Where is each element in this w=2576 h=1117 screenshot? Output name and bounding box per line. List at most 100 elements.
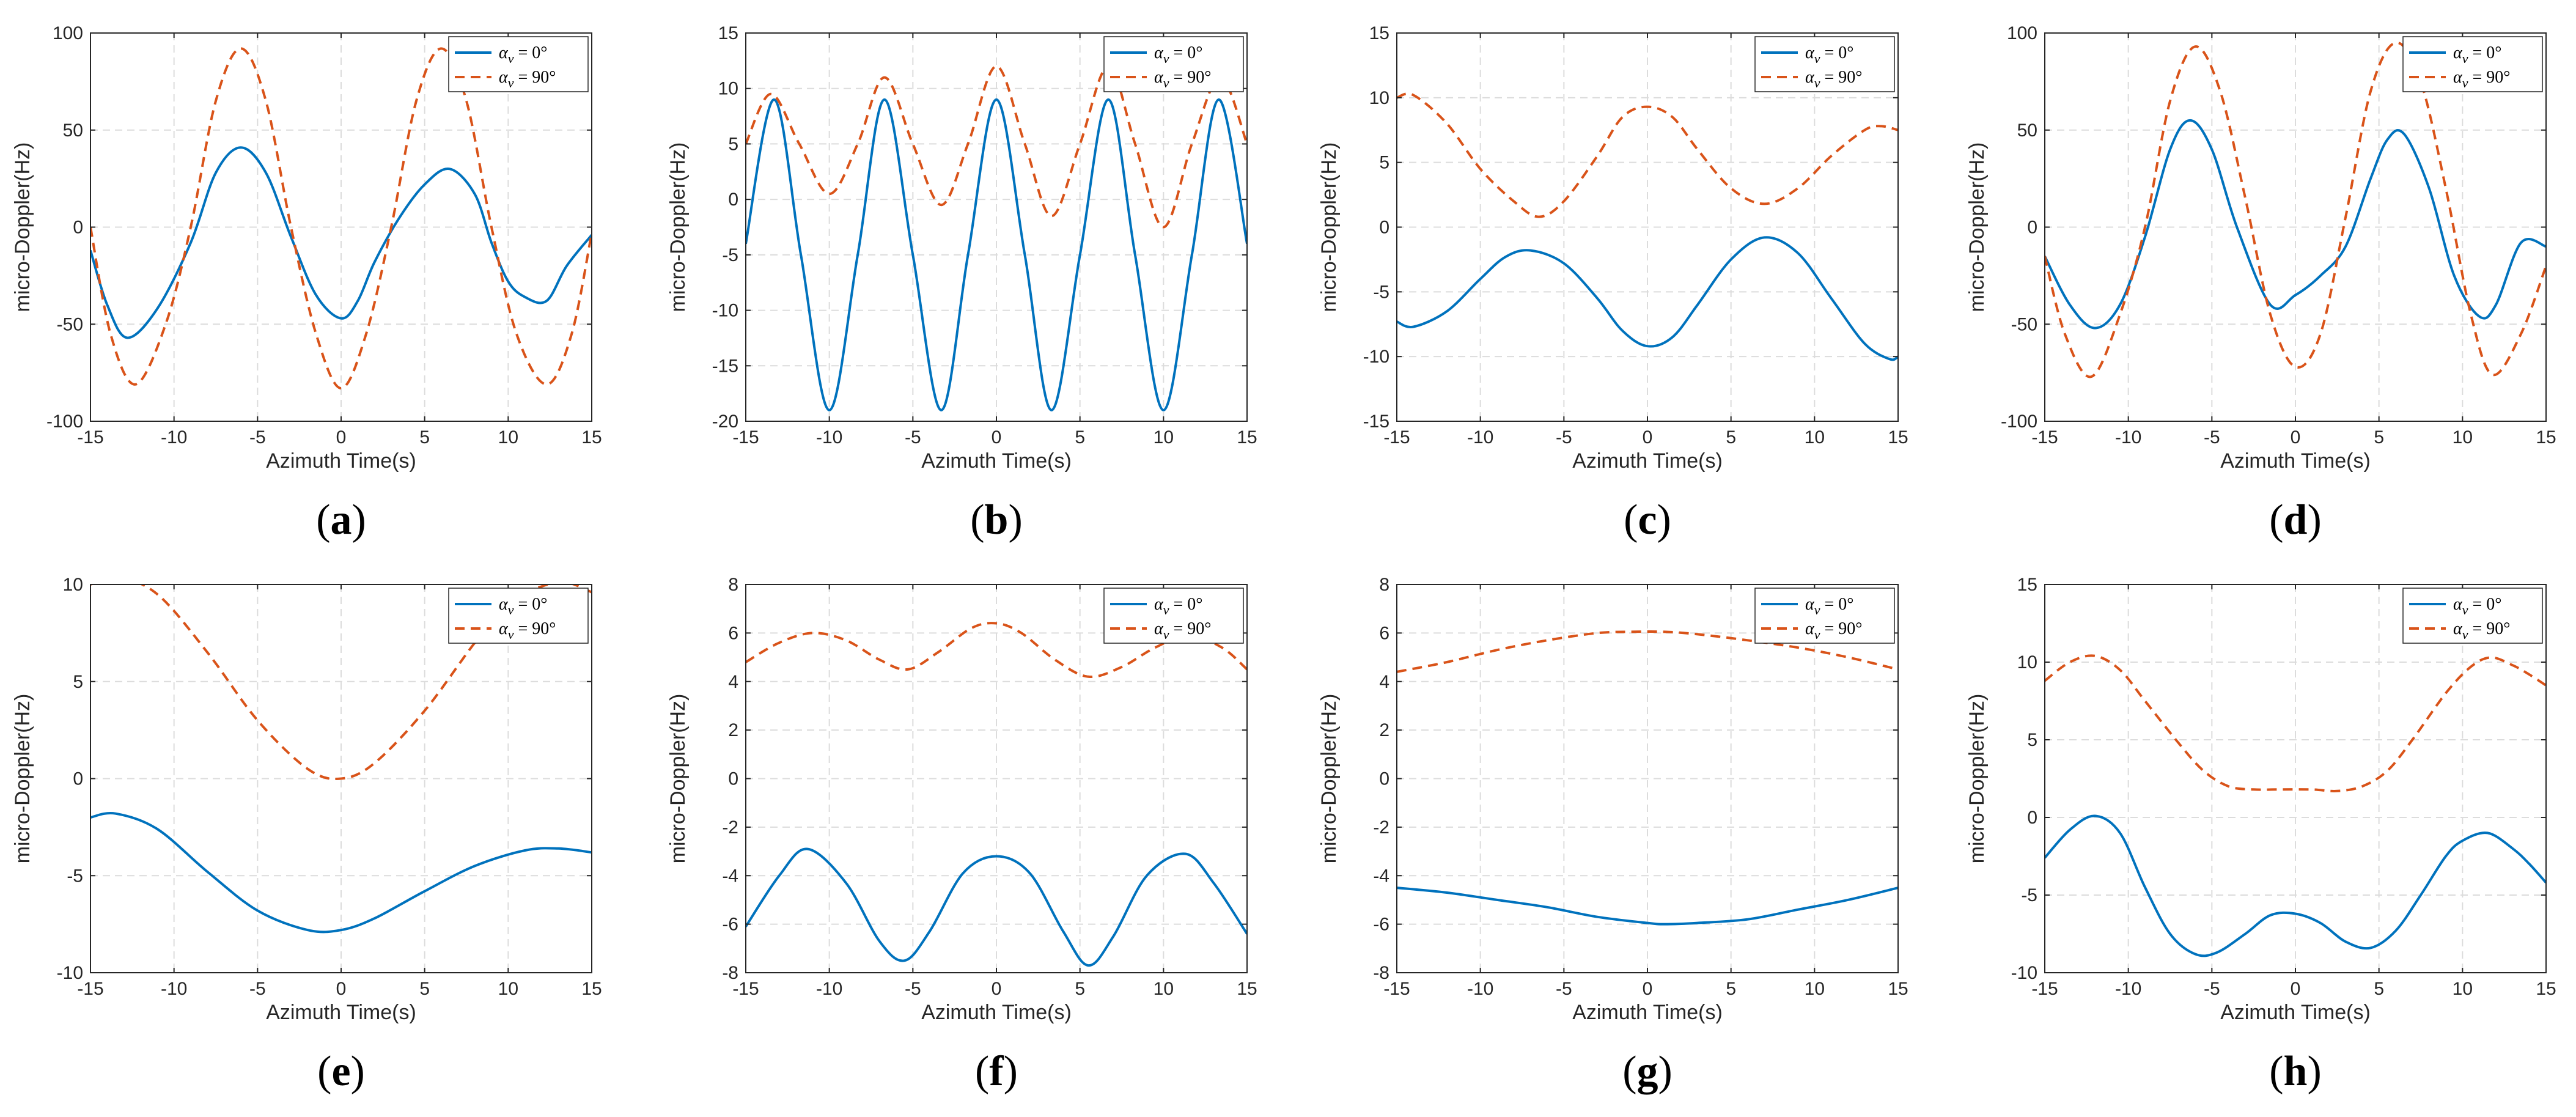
chart-panel-f: -15 -10 -5 0 5 10 15 -8 -6 -4 -2 0 2 4 6 8 Azimuth Time(… bbox=[666, 575, 1257, 1095]
x-tick-label: 10 bbox=[1805, 427, 1825, 448]
x-tick-label: 0 bbox=[992, 427, 1002, 448]
legend-box bbox=[1103, 36, 1244, 92]
y-tick-label: 15 bbox=[1369, 23, 1389, 43]
y-tick-label: 10 bbox=[63, 575, 83, 595]
y-tick-label: 8 bbox=[1379, 575, 1389, 595]
x-axis-label: Azimuth Time(s) bbox=[2220, 1001, 2371, 1024]
y-tick-label: -8 bbox=[1373, 963, 1389, 983]
y-tick-label: 4 bbox=[728, 672, 738, 692]
legend-label: αv = 90° bbox=[1154, 68, 1211, 90]
panel-label-c: (c) bbox=[1624, 496, 1671, 544]
x-tick-label: -15 bbox=[732, 427, 759, 448]
x-tick-label: 15 bbox=[1237, 979, 1257, 999]
legend: αv = 0°αv = 90° bbox=[1103, 588, 1244, 644]
x-tick-label: -5 bbox=[1556, 979, 1572, 999]
x-tick-label: -10 bbox=[816, 979, 842, 999]
x-tick-label: -10 bbox=[161, 979, 187, 999]
series-line-alpha-0 bbox=[90, 812, 592, 934]
legend-label: αv = 90° bbox=[499, 619, 556, 642]
y-tick-label: 0 bbox=[73, 769, 83, 789]
x-axis-label: Azimuth Time(s) bbox=[921, 449, 1072, 473]
panel-label-f: (f) bbox=[975, 1048, 1018, 1095]
x-tick-label: 0 bbox=[336, 427, 347, 448]
series-line-alpha-0 bbox=[746, 98, 1247, 411]
y-tick-label: 0 bbox=[728, 190, 738, 210]
x-tick-label: 5 bbox=[2374, 427, 2384, 448]
y-tick-label: 0 bbox=[1379, 218, 1389, 238]
y-tick-label: 0 bbox=[728, 769, 738, 789]
y-tick-label: -8 bbox=[722, 963, 738, 983]
x-tick-label: 5 bbox=[1075, 979, 1085, 999]
y-tick-label: 8 bbox=[728, 575, 738, 595]
y-tick-label: -15 bbox=[1363, 411, 1389, 432]
y-tick-label: -2 bbox=[1373, 817, 1389, 838]
x-tick-label: -10 bbox=[1467, 979, 1493, 999]
y-tick-label: -50 bbox=[57, 314, 83, 334]
y-tick-label: 0 bbox=[1379, 769, 1389, 789]
y-tick-label: -20 bbox=[712, 411, 738, 432]
legend: αv = 0°αv = 90° bbox=[448, 588, 589, 644]
legend-label: αv = 0° bbox=[1154, 43, 1202, 66]
x-tick-label: -15 bbox=[1383, 979, 1410, 999]
y-tick-label: -100 bbox=[2001, 411, 2037, 432]
y-tick-label: 5 bbox=[2027, 730, 2037, 750]
y-tick-label: 10 bbox=[2017, 652, 2037, 673]
series-line-alpha-90 bbox=[1397, 92, 1898, 218]
x-tick-label: -5 bbox=[2204, 979, 2220, 999]
y-tick-label: -2 bbox=[722, 817, 738, 838]
x-tick-label: 15 bbox=[2536, 427, 2556, 448]
x-tick-label: 5 bbox=[1726, 979, 1736, 999]
legend: αv = 0°αv = 90° bbox=[448, 36, 589, 92]
y-tick-label: 10 bbox=[1369, 88, 1389, 108]
legend-box bbox=[2402, 36, 2543, 92]
legend-label: αv = 0° bbox=[1154, 595, 1202, 617]
x-tick-label: 10 bbox=[2453, 427, 2473, 448]
x-tick-label: -15 bbox=[732, 979, 759, 999]
x-tick-label: -10 bbox=[2115, 979, 2141, 999]
x-tick-label: -5 bbox=[905, 427, 921, 448]
y-axis-label: micro-Doppler(Hz) bbox=[666, 142, 690, 312]
legend: αv = 0°αv = 90° bbox=[1103, 36, 1244, 92]
x-axis-label: Azimuth Time(s) bbox=[2220, 449, 2371, 473]
y-tick-label: 10 bbox=[718, 79, 738, 99]
x-tick-label: -15 bbox=[77, 427, 103, 448]
y-axis-label: micro-Doppler(Hz) bbox=[1317, 694, 1341, 864]
y-tick-label: 6 bbox=[728, 623, 738, 643]
legend: αv = 0°αv = 90° bbox=[1754, 36, 1895, 92]
chart-panel-c: -15 -10 -5 0 5 10 15 -15 -10 -5 0 5 10 15 Azimuth Time… bbox=[1317, 23, 1908, 544]
series-line-alpha-90 bbox=[746, 65, 1247, 229]
x-tick-label: -15 bbox=[77, 979, 103, 999]
chart-panel-g: -15 -10 -5 0 5 10 15 -8 -6 -4 -2 0 2 4 6 8 Azimuth Time(… bbox=[1317, 575, 1908, 1095]
x-tick-label: 5 bbox=[2374, 979, 2384, 999]
y-tick-label: -10 bbox=[2011, 963, 2037, 983]
x-tick-label: -5 bbox=[249, 427, 266, 448]
x-axis-label: Azimuth Time(s) bbox=[1572, 1001, 1723, 1024]
x-tick-label: -5 bbox=[2204, 427, 2220, 448]
series-line-alpha-0 bbox=[2045, 814, 2546, 957]
legend-box bbox=[1754, 588, 1895, 644]
y-axis-label: micro-Doppler(Hz) bbox=[11, 694, 34, 864]
y-tick-label: -10 bbox=[1363, 347, 1389, 367]
legend-label: αv = 90° bbox=[2453, 619, 2510, 642]
x-tick-label: 15 bbox=[1237, 427, 1257, 448]
y-axis-label: micro-Doppler(Hz) bbox=[11, 142, 34, 312]
legend-box bbox=[2402, 588, 2543, 644]
x-axis-label: Azimuth Time(s) bbox=[1572, 449, 1723, 473]
x-tick-label: -15 bbox=[2031, 979, 2058, 999]
x-tick-label: 0 bbox=[1643, 427, 1653, 448]
x-tick-label: -10 bbox=[816, 427, 842, 448]
legend-box bbox=[1754, 36, 1895, 92]
x-tick-label: 15 bbox=[2536, 979, 2556, 999]
x-tick-label: 15 bbox=[581, 427, 602, 448]
series-line-alpha-90 bbox=[2045, 654, 2546, 792]
y-tick-label: 0 bbox=[2027, 808, 2037, 828]
legend-label: αv = 90° bbox=[1154, 619, 1211, 642]
y-axis-label: micro-Doppler(Hz) bbox=[1965, 142, 1989, 312]
series-line-alpha-90 bbox=[1397, 630, 1898, 673]
legend-box bbox=[448, 36, 589, 92]
x-tick-label: 5 bbox=[1075, 427, 1085, 448]
panel-label-h: (h) bbox=[2269, 1048, 2322, 1095]
